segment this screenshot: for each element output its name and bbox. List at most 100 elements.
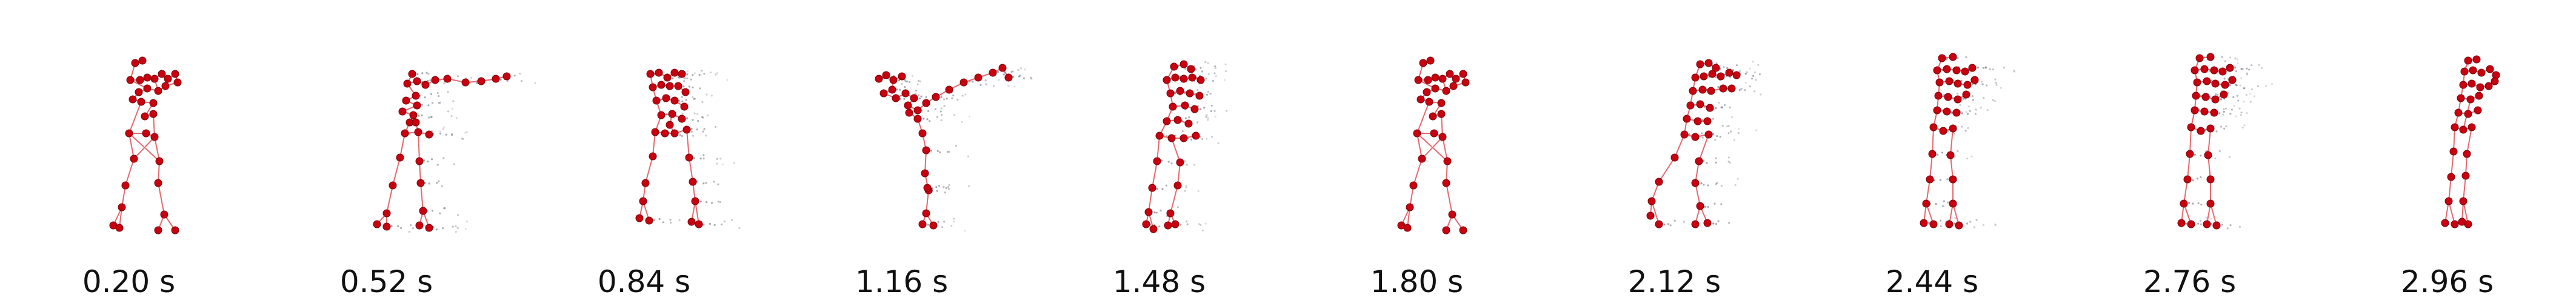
skeleton-joint (2197, 127, 2204, 135)
trail-point (926, 118, 929, 121)
trail-point (700, 69, 702, 72)
trail-point (946, 98, 948, 100)
trail-point (2240, 68, 2243, 70)
trail-point (943, 98, 945, 101)
skeleton-joint (1946, 151, 1954, 159)
skeleton-joint (1414, 76, 1422, 84)
skeleton-joint (502, 72, 510, 81)
skeleton-bone (157, 182, 165, 215)
skeleton-joint (1438, 75, 1446, 83)
trail-point (919, 95, 923, 98)
trail-point (2240, 112, 2243, 114)
skeleton-joint (2203, 77, 2211, 85)
trail-point (950, 224, 952, 227)
skeleton-joint (2447, 173, 2455, 181)
skeleton-joint (477, 77, 485, 85)
trail-point (1981, 83, 1984, 85)
trail-point (1727, 222, 1730, 224)
skeleton-joint (1683, 115, 1690, 123)
trail-point (678, 99, 680, 102)
skeleton-joint (2459, 125, 2467, 134)
skeleton-joint (149, 99, 157, 107)
trail-point (518, 72, 521, 75)
trail-point (723, 220, 726, 223)
trail-point (918, 97, 921, 100)
trail-point (939, 110, 942, 113)
skeleton-joint (1416, 95, 1424, 104)
skeleton-joint (154, 87, 162, 95)
trail-point (1160, 159, 1163, 162)
trail-point (1967, 105, 1970, 108)
skeleton-joint (2187, 220, 2195, 228)
skeleton-joint (666, 121, 673, 129)
trail-point (1745, 71, 1748, 73)
trail-point (693, 112, 696, 115)
trail-point (696, 128, 698, 131)
skeleton-joint (171, 226, 179, 235)
trail-point (738, 227, 740, 229)
skeleton-joint (155, 157, 163, 165)
trail-point (2238, 225, 2241, 228)
trail-point (1737, 127, 1740, 130)
trail-point (1727, 161, 1730, 163)
trail-point (1958, 104, 1961, 107)
trail-point (1029, 76, 1032, 79)
trail-point (1954, 217, 1956, 219)
trail-point (2246, 72, 2248, 75)
skeleton-joint (136, 76, 144, 84)
skeleton-joint (1955, 221, 1963, 230)
skeleton-joint (1712, 64, 1720, 72)
trail-point (1753, 71, 1756, 73)
trail-point (930, 150, 932, 152)
skeleton-joint (2464, 220, 2472, 228)
trail-point (445, 133, 447, 136)
skeleton-joint (2200, 65, 2208, 73)
skeleton-joint (1691, 179, 1699, 187)
skeleton-joint (1727, 84, 1735, 93)
skeleton-joint (1698, 85, 1706, 94)
trail-point (1729, 161, 1731, 164)
trail-point (938, 151, 941, 153)
trail-point (1965, 111, 1967, 113)
trail-point (1019, 67, 1022, 70)
trail-point (702, 182, 704, 185)
skeleton-joint (929, 221, 937, 230)
trail-point (714, 125, 716, 128)
trail-point (1737, 178, 1739, 180)
trail-point (2226, 227, 2229, 230)
skeleton-joint (1446, 70, 1453, 78)
trail-point (1165, 184, 1167, 187)
skeleton-joint (1187, 65, 1195, 73)
trail-point (465, 130, 468, 133)
trail-point (1994, 224, 1997, 227)
skeleton-joint (1945, 220, 1953, 228)
skeleton-joint (1426, 56, 1434, 65)
skeleton-plot (2441, 55, 2500, 228)
skeleton-joint (1166, 209, 1174, 218)
trail-point (1977, 66, 1979, 69)
trail-point (1207, 73, 1210, 76)
trail-point (2210, 218, 2212, 220)
skeleton-joint (1704, 59, 1712, 67)
trail-point (456, 75, 459, 78)
trail-point (412, 227, 414, 230)
skeleton-joint (1424, 76, 1432, 84)
trail-point (1206, 93, 1208, 96)
skeleton-joint (1954, 79, 1961, 88)
trail-point (533, 82, 536, 84)
skeleton-bone (2207, 155, 2211, 180)
skeleton-bone (2450, 151, 2454, 178)
trail-point (967, 185, 970, 187)
trail-point (935, 186, 937, 188)
trail-point (1224, 63, 1227, 65)
trail-point (1203, 107, 1205, 109)
trail-point (704, 182, 707, 184)
trail-point (1205, 114, 1207, 116)
skeleton-joint (1448, 210, 1456, 219)
trail-point (1994, 223, 1996, 225)
trail-point (898, 79, 900, 82)
trail-point (1201, 229, 1204, 232)
trail-point (1215, 75, 1217, 78)
trail-point (437, 95, 439, 98)
skeleton-joint (1403, 224, 1411, 232)
